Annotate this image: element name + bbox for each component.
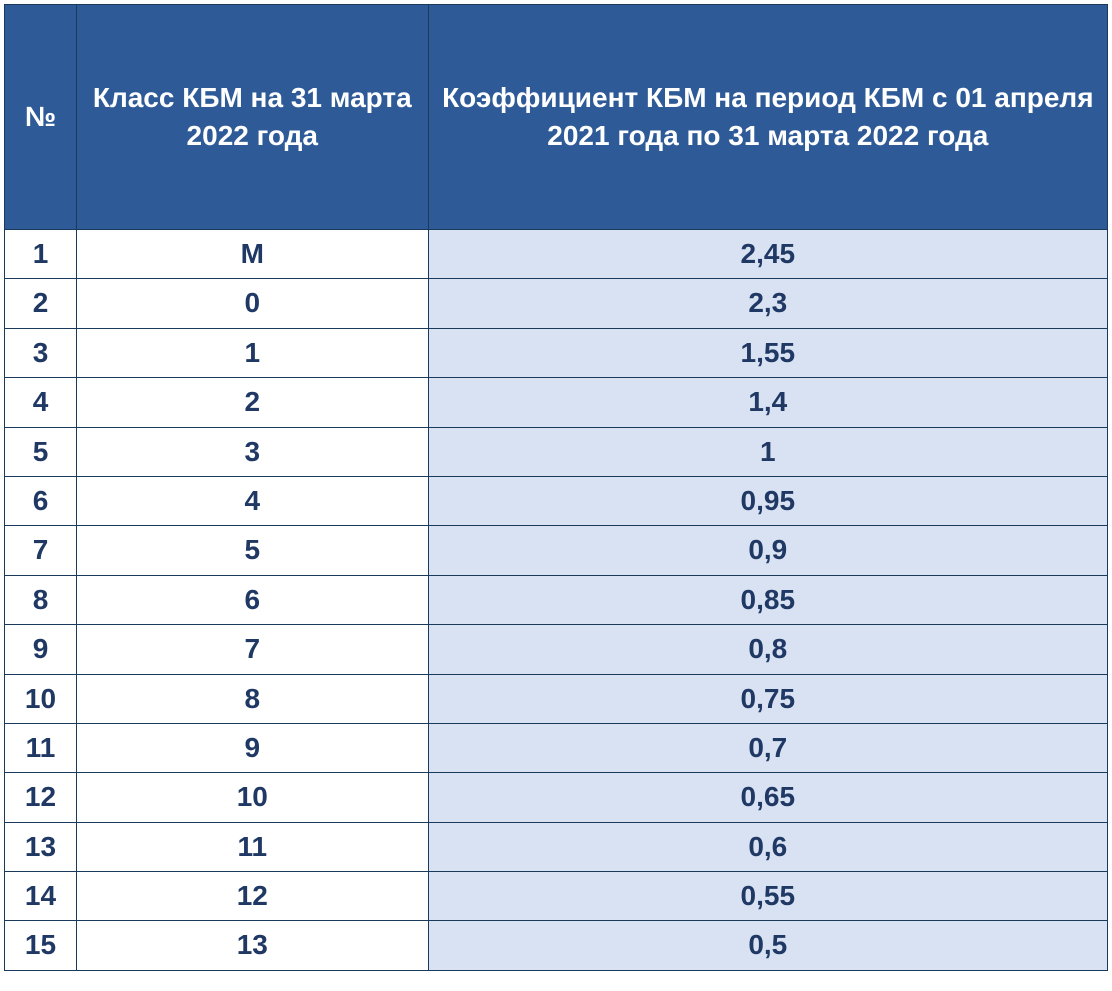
cell-coef: 0,5 bbox=[428, 921, 1107, 970]
table-header: № Класс КБМ на 31 марта 2022 года Коэффи… bbox=[5, 5, 1108, 230]
cell-class: 6 bbox=[76, 575, 428, 624]
cell-coef: 1,4 bbox=[428, 378, 1107, 427]
cell-class: 2 bbox=[76, 378, 428, 427]
cell-num: 4 bbox=[5, 378, 77, 427]
cell-class: 3 bbox=[76, 427, 428, 476]
cell-coef: 2,3 bbox=[428, 279, 1107, 328]
cell-coef: 2,45 bbox=[428, 230, 1107, 279]
cell-class: 0 bbox=[76, 279, 428, 328]
cell-class: 12 bbox=[76, 872, 428, 921]
cell-class: 10 bbox=[76, 773, 428, 822]
cell-class: 4 bbox=[76, 476, 428, 525]
cell-num: 15 bbox=[5, 921, 77, 970]
table-row: 421,4 bbox=[5, 378, 1108, 427]
header-row: № Класс КБМ на 31 марта 2022 года Коэффи… bbox=[5, 5, 1108, 230]
table-row: 1190,7 bbox=[5, 723, 1108, 772]
table-row: 640,95 bbox=[5, 476, 1108, 525]
cell-num: 7 bbox=[5, 526, 77, 575]
cell-coef: 0,55 bbox=[428, 872, 1107, 921]
cell-coef: 0,9 bbox=[428, 526, 1107, 575]
table-row: 1080,75 bbox=[5, 674, 1108, 723]
cell-num: 6 bbox=[5, 476, 77, 525]
cell-coef: 1 bbox=[428, 427, 1107, 476]
header-class: Класс КБМ на 31 марта 2022 года bbox=[76, 5, 428, 230]
cell-num: 9 bbox=[5, 625, 77, 674]
table-row: 202,3 bbox=[5, 279, 1108, 328]
cell-num: 1 bbox=[5, 230, 77, 279]
cell-coef: 0,85 bbox=[428, 575, 1107, 624]
table-row: 15130,5 bbox=[5, 921, 1108, 970]
cell-coef: 0,95 bbox=[428, 476, 1107, 525]
cell-num: 5 bbox=[5, 427, 77, 476]
cell-coef: 0,8 bbox=[428, 625, 1107, 674]
cell-class: 1 bbox=[76, 328, 428, 377]
cell-coef: 0,65 bbox=[428, 773, 1107, 822]
cell-class: 8 bbox=[76, 674, 428, 723]
table-row: 860,85 bbox=[5, 575, 1108, 624]
cell-num: 8 bbox=[5, 575, 77, 624]
table-body: 1М2,45202,3311,55421,4531640,95750,9860,… bbox=[5, 230, 1108, 971]
cell-class: 5 bbox=[76, 526, 428, 575]
table-row: 14120,55 bbox=[5, 872, 1108, 921]
table-row: 970,8 bbox=[5, 625, 1108, 674]
kbm-table: № Класс КБМ на 31 марта 2022 года Коэффи… bbox=[4, 4, 1108, 971]
cell-class: 7 bbox=[76, 625, 428, 674]
cell-coef: 1,55 bbox=[428, 328, 1107, 377]
table-row: 1М2,45 bbox=[5, 230, 1108, 279]
cell-class: 13 bbox=[76, 921, 428, 970]
cell-num: 13 bbox=[5, 822, 77, 871]
cell-coef: 0,6 bbox=[428, 822, 1107, 871]
table-row: 531 bbox=[5, 427, 1108, 476]
table-row: 311,55 bbox=[5, 328, 1108, 377]
cell-num: 3 bbox=[5, 328, 77, 377]
cell-class: М bbox=[76, 230, 428, 279]
cell-coef: 0,7 bbox=[428, 723, 1107, 772]
table-row: 12100,65 bbox=[5, 773, 1108, 822]
table-row: 750,9 bbox=[5, 526, 1108, 575]
header-coef: Коэффициент КБМ на период КБМ с 01 апрел… bbox=[428, 5, 1107, 230]
cell-coef: 0,75 bbox=[428, 674, 1107, 723]
header-num: № bbox=[5, 5, 77, 230]
cell-class: 9 bbox=[76, 723, 428, 772]
table-row: 13110,6 bbox=[5, 822, 1108, 871]
cell-num: 11 bbox=[5, 723, 77, 772]
cell-num: 10 bbox=[5, 674, 77, 723]
cell-num: 14 bbox=[5, 872, 77, 921]
cell-num: 12 bbox=[5, 773, 77, 822]
cell-class: 11 bbox=[76, 822, 428, 871]
cell-num: 2 bbox=[5, 279, 77, 328]
